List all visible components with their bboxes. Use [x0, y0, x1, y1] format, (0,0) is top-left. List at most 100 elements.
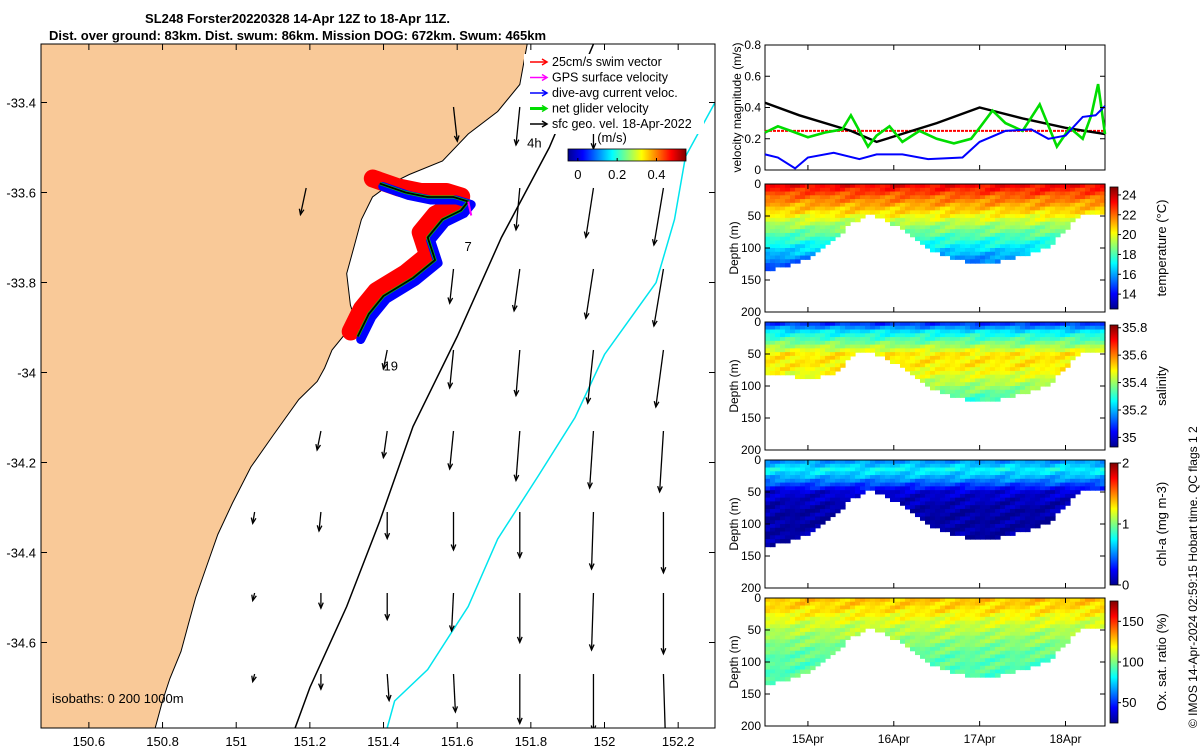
- heatmap-cell: [970, 624, 976, 629]
- heatmap-cell: [985, 658, 991, 663]
- heatmap-cell: [795, 650, 801, 656]
- heatmap-cell: [835, 497, 841, 503]
- heatmap-cell: [800, 187, 806, 193]
- heatmap-cell: [985, 635, 991, 641]
- heatmap-cell: [960, 337, 966, 342]
- heatmap-cell: [940, 236, 946, 242]
- heatmap-cell: [830, 598, 836, 603]
- heatmap-cell: [820, 490, 826, 495]
- heatmap-cell: [800, 199, 806, 204]
- heatmap-cell: [960, 628, 966, 633]
- heatmap-cell: [815, 493, 821, 499]
- heatmap-cell: [765, 263, 771, 268]
- heatmap-cell: [950, 605, 956, 610]
- heatmap-cell: [995, 367, 1001, 372]
- heatmap-cell: [795, 598, 801, 603]
- heatmap-cell: [785, 240, 791, 245]
- heatmap-cell: [790, 240, 796, 245]
- heatmap-cell: [975, 244, 981, 249]
- heatmap-cell: [965, 397, 971, 402]
- heatmap-cell: [1010, 367, 1016, 372]
- heatmap-cell: [780, 248, 786, 253]
- heatmap-cell: [1080, 325, 1086, 331]
- heatmap-cell: [780, 206, 786, 211]
- heatmap-cell: [920, 355, 926, 361]
- heatmap-cell: [1000, 329, 1006, 334]
- heatmap-cell: [1055, 325, 1061, 331]
- heatmap-cell: [885, 352, 891, 357]
- heatmap-cell: [945, 329, 951, 334]
- heatmap-cell: [945, 386, 951, 391]
- heatmap-cell: [815, 524, 821, 529]
- heatmap-cell: [960, 244, 966, 249]
- heatmap-cell: [930, 616, 936, 622]
- heatmap-cell: [930, 337, 936, 342]
- heatmap-cell: [1020, 598, 1026, 603]
- heatmap-cell: [845, 460, 851, 465]
- heatmap-cell: [825, 352, 831, 357]
- velocity-axis-label: velocity magnitude (m/s): [730, 42, 744, 172]
- heatmap-cell: [1050, 460, 1056, 465]
- heatmap-cell: [1100, 463, 1106, 469]
- heatmap-cell: [1070, 352, 1076, 357]
- heatmap-cell: [1035, 325, 1041, 331]
- heatmap-cell: [785, 232, 791, 238]
- heatmap-cell: [1065, 616, 1071, 622]
- heatmap-cell: [985, 535, 991, 540]
- heatmap-cell: [825, 620, 831, 625]
- heatmap-cell: [1075, 344, 1081, 349]
- heatmap-cell: [975, 673, 981, 678]
- heatmap-cell: [930, 248, 936, 253]
- heatmap-cell: [995, 531, 1001, 536]
- heatmap-cell: [970, 187, 976, 193]
- heatmap-cell: [900, 199, 906, 204]
- heatmap-cell: [835, 460, 841, 465]
- heatmap-cell: [975, 624, 981, 629]
- heatmap-cell: [1015, 512, 1021, 518]
- heatmap-cell: [1100, 467, 1106, 472]
- heatmap-cell: [780, 463, 786, 469]
- heatmap-cell: [1080, 206, 1086, 211]
- heatmap-cell: [870, 598, 876, 603]
- heatmap-cell: [950, 221, 956, 227]
- heatmap-cell: [915, 497, 921, 503]
- heatmap-cell: [965, 255, 971, 260]
- heatmap-cell: [1025, 229, 1031, 234]
- heatmap-cell: [990, 333, 996, 338]
- heatmap-cell: [850, 333, 856, 338]
- heatmap-cell: [1030, 609, 1036, 614]
- heatmap-cell: [1080, 486, 1086, 491]
- heatmap-cell: [960, 463, 966, 469]
- heatmap-cell: [1030, 490, 1036, 495]
- heatmap-cell: [955, 393, 961, 398]
- heatmap-cell: [905, 337, 911, 342]
- heatmap-cell: [795, 221, 801, 227]
- heatmap-cell: [765, 236, 771, 242]
- heatmap-cell: [1045, 460, 1051, 465]
- heatmap-cell: [940, 348, 946, 353]
- heatmap-cell: [965, 497, 971, 503]
- heatmap-cell: [1085, 460, 1091, 465]
- heatmap-cell: [1030, 620, 1036, 625]
- arrow-head: [447, 297, 454, 305]
- heatmap-cell: [1050, 646, 1056, 652]
- heatmap-cell: [950, 631, 956, 637]
- heatmap-cell: [800, 255, 806, 260]
- heatmap-cell: [1035, 524, 1041, 529]
- heatmap-cell: [920, 505, 926, 510]
- heatmap-cell: [1040, 210, 1046, 215]
- heatmap-cell: [980, 673, 986, 678]
- heatmap-cell: [1055, 370, 1061, 376]
- heatmap-cell: [970, 628, 976, 633]
- heatmap-cell: [800, 482, 806, 487]
- heatmap-cell: [940, 195, 946, 200]
- heatmap-cell: [1095, 463, 1101, 469]
- heatmap-cell: [1075, 486, 1081, 491]
- heatmap-cell: [835, 329, 841, 334]
- heatmap-cell: [850, 184, 856, 189]
- heatmap-cell: [990, 359, 996, 365]
- heatmap-cell: [830, 187, 836, 193]
- heatmap-cell: [935, 467, 941, 472]
- heatmap-cell: [1040, 646, 1046, 652]
- heatmap-cell: [805, 359, 811, 365]
